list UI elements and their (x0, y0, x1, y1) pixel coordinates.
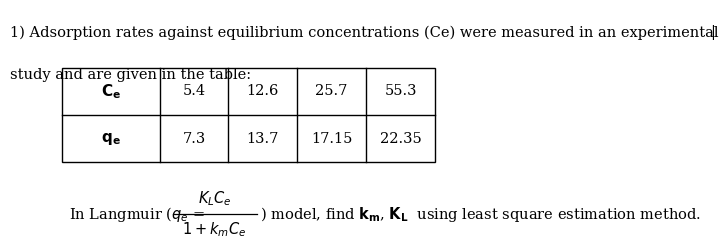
Text: 13.7: 13.7 (247, 132, 279, 145)
Text: 22.35: 22.35 (380, 132, 421, 145)
Text: $K_LC_e$: $K_LC_e$ (198, 189, 231, 208)
Bar (62, 68, 435, 162)
Text: $\mathbf{C_e}$: $\mathbf{C_e}$ (101, 82, 120, 101)
Text: $\mathbf{q_e}$: $\mathbf{q_e}$ (101, 130, 120, 147)
Text: $1 + k_mC_e$: $1 + k_mC_e$ (183, 220, 246, 239)
Text: 5.4: 5.4 (183, 84, 205, 98)
Text: |: | (710, 25, 715, 40)
Text: 7.3: 7.3 (182, 132, 206, 145)
Text: 1) Adsorption rates against equilibrium concentrations (Ce) were measured in an : 1) Adsorption rates against equilibrium … (10, 25, 718, 40)
Text: 12.6: 12.6 (247, 84, 279, 98)
Text: 55.3: 55.3 (384, 84, 417, 98)
Text: 17.15: 17.15 (311, 132, 352, 145)
Text: ) model, find $\mathbf{k_m}$, $\mathbf{K_L}$  using least square estimation meth: ) model, find $\mathbf{k_m}$, $\mathbf{K… (260, 205, 700, 224)
Text: study and are given in the table:: study and are given in the table: (10, 68, 252, 82)
Text: 25.7: 25.7 (315, 84, 348, 98)
Text: In Langmuir ($q_e$ =: In Langmuir ($q_e$ = (69, 205, 206, 224)
